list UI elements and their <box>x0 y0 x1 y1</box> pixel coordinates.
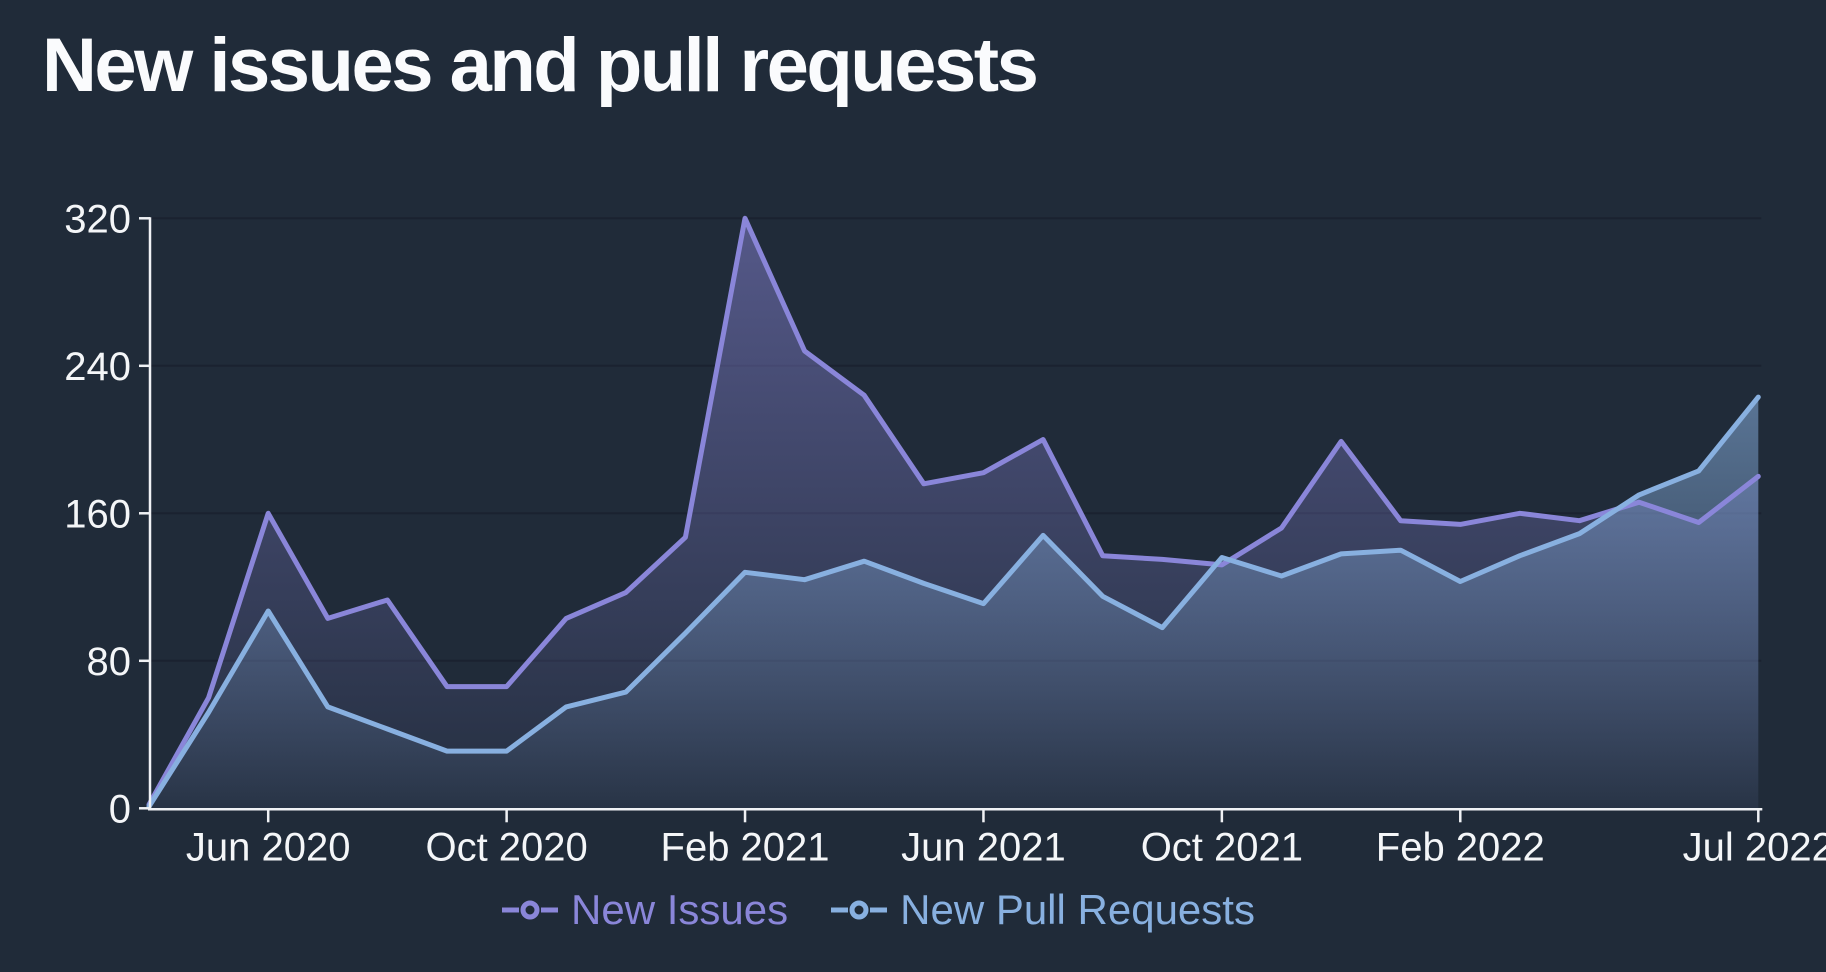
legend-item-new-pull-requests[interactable]: New Pull Requests <box>830 886 1255 934</box>
x-tick-label: Oct 2020 <box>425 825 587 869</box>
chart-title: New issues and pull requests <box>42 23 1039 108</box>
legend-item-new-issues[interactable]: New Issues <box>501 886 788 934</box>
y-tick-label: 0 <box>109 787 131 831</box>
legend-label-new-issues: New Issues <box>571 886 789 933</box>
y-tick-label: 240 <box>64 345 131 389</box>
x-tick-label: Jul 2022 <box>1683 825 1826 869</box>
line-marker-icon <box>502 900 559 920</box>
x-tick-label: Jun 2021 <box>901 825 1066 869</box>
x-tick-label: Jun 2020 <box>186 825 351 869</box>
y-tick-label: 160 <box>64 492 131 536</box>
new-pull-requests-area <box>149 397 1759 809</box>
x-tick-label: Oct 2021 <box>1141 825 1303 869</box>
y-tick-label: 80 <box>87 640 132 684</box>
line-marker-icon <box>831 900 888 920</box>
x-tick-label: Feb 2021 <box>661 825 830 869</box>
legend-label-new-pull-requests: New Pull Requests <box>900 886 1255 933</box>
chart-legend: New Issues New Pull Requests <box>0 886 1756 934</box>
new-pull-requests-line <box>146 394 1761 809</box>
new-issues-line <box>146 215 1761 808</box>
x-tick-label: Feb 2022 <box>1376 825 1545 869</box>
y-tick-label: 320 <box>64 197 131 241</box>
